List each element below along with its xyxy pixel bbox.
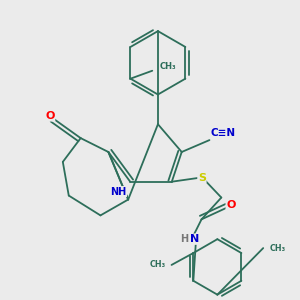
Text: N: N [190,234,199,244]
Text: H: H [180,234,188,244]
Text: CH₃: CH₃ [149,260,166,269]
Text: NH: NH [110,187,126,196]
Text: C≡N: C≡N [211,128,236,138]
Text: S: S [198,173,206,183]
Text: O: O [45,111,55,121]
Text: CH₃: CH₃ [269,244,285,253]
Text: CH₃: CH₃ [160,62,176,71]
Text: O: O [226,200,236,210]
